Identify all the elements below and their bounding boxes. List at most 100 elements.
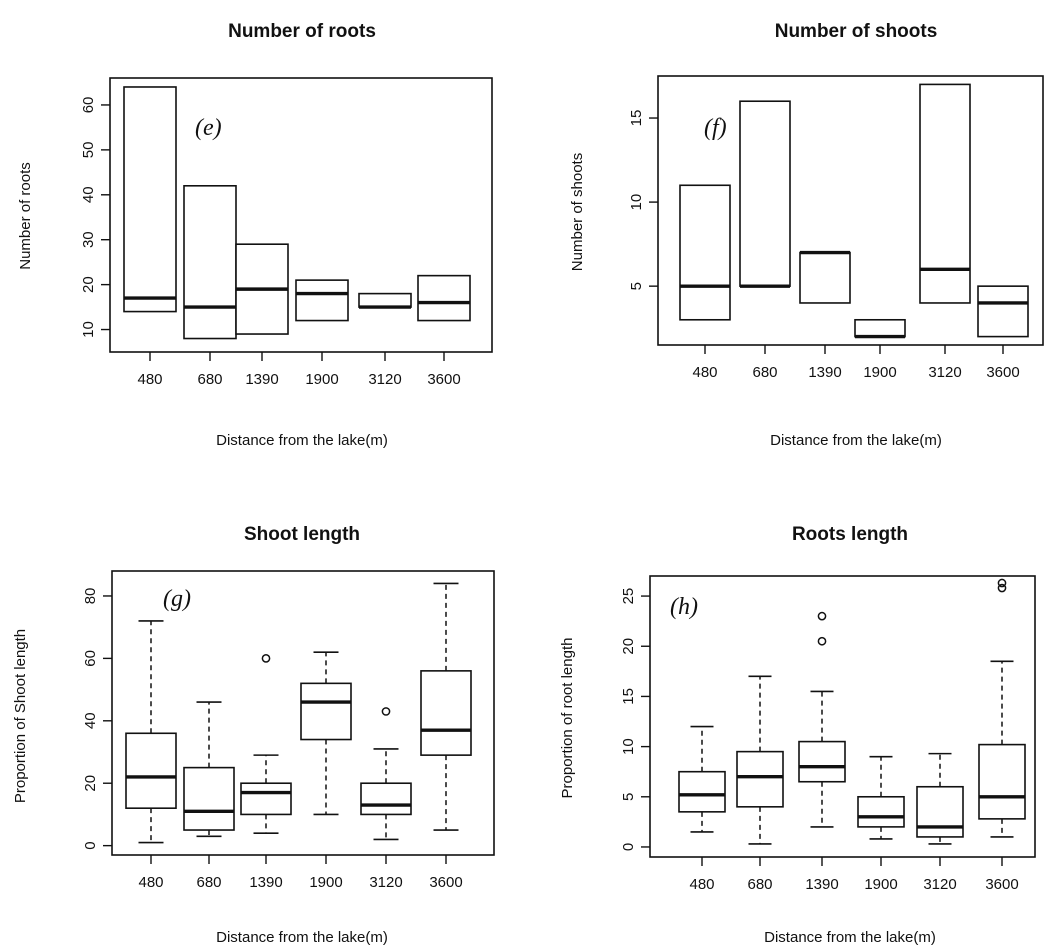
y-tick-label: 60 [82,650,99,667]
x-axis-label: Distance from the lake(m) [216,432,388,449]
x-tick-label: 3600 [986,364,1019,381]
y-axis-label: Proportion of Shoot length [12,629,29,803]
x-tick-label: 3600 [427,371,460,388]
y-tick-label: 40 [82,712,99,729]
y-axis-label: Number of shoots [569,153,586,271]
panel-shoot-length: Shoot length (g) Distance from the lake(… [12,524,495,946]
outlier-point [817,611,827,621]
y-tick-label: 10 [620,738,637,755]
y-tick-label: 40 [80,186,97,203]
box-3120 [916,785,964,838]
x-axis-label: Distance from the lake(m) [770,432,942,449]
panel-label: (e) [195,115,222,141]
x-tick-label: 3120 [369,874,402,891]
outlier-point [997,578,1007,588]
box-480 [123,86,177,313]
x-axis-label: Distance from the lake(m) [764,929,936,946]
x-tick-label: 480 [692,364,717,381]
x-tick-label: 480 [137,371,162,388]
y-tick-label: 0 [620,843,637,851]
y-axis-label: Proportion of root length [559,638,576,799]
box-480 [125,732,177,809]
panel-title: Number of shoots [775,21,938,42]
y-tick-label: 20 [620,638,637,655]
outlier-point [381,707,391,716]
box-680 [183,185,237,340]
box-3120 [919,83,971,304]
x-tick-label: 480 [689,876,714,893]
box-680 [736,750,784,808]
box-480 [678,770,726,813]
box-1390 [240,782,292,816]
y-tick-label: 5 [620,793,637,801]
x-tick-label: 3600 [429,874,462,891]
y-tick-label: 15 [620,688,637,705]
y-tick-label: 15 [628,110,645,127]
x-tick-label: 480 [138,874,163,891]
x-tick-label: 1900 [864,876,897,893]
panel-title: Shoot length [244,524,360,545]
x-tick-label: 1390 [805,876,838,893]
panel-title: Roots length [792,524,908,545]
panel-roots-length: Roots length (h) Distance from the lake(… [559,524,1036,946]
box-680 [739,100,791,287]
box-1900 [300,682,352,741]
y-tick-label: 80 [82,588,99,605]
box-1900 [857,795,905,828]
y-axis-label: Number of roots [17,162,34,270]
plot-frame [657,75,1044,346]
x-tick-label: 3120 [368,371,401,388]
x-tick-label: 680 [196,874,221,891]
plot-frame [109,77,493,353]
y-tick-label: 30 [80,231,97,248]
y-tick-label: 25 [620,588,637,605]
box-plot-marks: 0 5 10 15 20 25 480 680 1390 1900 3120 3600 [620,578,1026,893]
box-3120 [358,292,412,308]
panel-number-of-shoots: Number of shoots (f) Distance from the l… [569,21,1044,449]
x-tick-label: 680 [197,371,222,388]
x-tick-label: 1390 [249,874,282,891]
y-tick-label: 10 [628,194,645,211]
y-tick-label: 10 [80,321,97,338]
box-3600 [420,670,472,756]
panel-number-of-roots: Number of roots (e) Distance from the la… [17,21,493,449]
y-tick-label: 60 [80,97,97,114]
box-480 [679,184,731,321]
y-tick-label: 0 [82,841,99,849]
box-plot-marks: 5 10 15 480 680 1390 1900 3120 3600 [628,83,1029,381]
box-1390 [798,740,846,783]
box-1900 [854,318,906,338]
outlier-point [261,654,271,663]
y-tick-label: 50 [80,142,97,159]
box-1390 [799,251,851,304]
box-3120 [360,782,412,816]
panel-title: Number of roots [228,21,376,42]
y-tick-label: 20 [80,276,97,293]
box-plot-marks: 0 20 40 60 80 480 680 1390 1900 3120 3600 [82,582,472,891]
panel-label: (f) [704,115,727,141]
box-3600 [978,743,1026,820]
box-3600 [417,274,471,322]
x-tick-label: 1390 [808,364,841,381]
x-tick-label: 1900 [309,874,342,891]
box-680 [183,766,235,831]
panel-label: (g) [163,586,191,612]
x-tick-label: 1900 [305,371,338,388]
x-axis-label: Distance from the lake(m) [216,929,388,946]
panel-label: (h) [670,594,698,620]
plot-frame [649,575,1036,858]
outlier-point [817,636,827,646]
x-tick-label: 680 [747,876,772,893]
x-tick-label: 3120 [928,364,961,381]
x-tick-label: 3120 [923,876,956,893]
x-tick-label: 680 [752,364,777,381]
box-plot-marks: 10 20 30 40 50 60 480 680 1390 1900 3120 3600 [80,86,471,388]
plot-frame [111,570,495,856]
outlier-point [997,583,1007,593]
x-tick-label: 1900 [863,364,896,381]
box-3600 [977,285,1029,338]
y-tick-label: 5 [628,282,645,290]
y-tick-label: 20 [82,775,99,792]
x-tick-label: 1390 [245,371,278,388]
